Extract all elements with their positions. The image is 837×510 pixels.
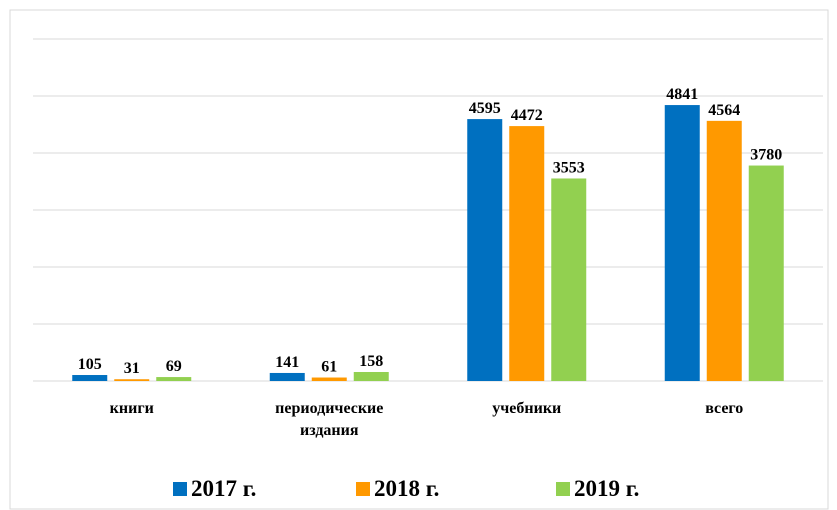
bar (114, 379, 150, 381)
legend-label: 2017 г. (191, 476, 257, 501)
data-label: 4841 (666, 86, 698, 103)
legend-item: 2019 г. (556, 476, 639, 502)
data-label: 61 (321, 359, 337, 376)
legend-swatch (173, 482, 187, 496)
data-label: 141 (275, 354, 299, 371)
data-label: 4564 (708, 102, 740, 119)
data-label: 31 (124, 360, 140, 377)
bar (269, 372, 305, 381)
data-label: 158 (359, 353, 383, 370)
bar (551, 178, 587, 381)
x-tick-label: книги (109, 400, 154, 417)
data-label: 3780 (750, 147, 782, 164)
legend-swatch (556, 482, 570, 496)
chart-border (9, 9, 829, 510)
bar (353, 371, 389, 381)
data-label: 69 (166, 358, 182, 375)
bar (311, 377, 347, 381)
x-tick-label: периодические издания (275, 400, 384, 439)
legend-swatch (356, 482, 370, 496)
data-label: 4595 (469, 100, 501, 117)
data-label: 3553 (553, 159, 585, 176)
x-tick-label: всего (705, 400, 744, 417)
bar (467, 119, 503, 382)
data-label: 4472 (511, 107, 543, 124)
x-tick-label: учебники (492, 400, 562, 417)
legend-label: 2019 г. (574, 476, 640, 501)
bar (664, 105, 700, 382)
data-label: 105 (78, 356, 102, 373)
bar (706, 120, 742, 382)
legend-label: 2018 г. (374, 476, 440, 501)
bar (72, 375, 108, 381)
bar (156, 377, 192, 381)
legend-item: 2017 г. (173, 476, 256, 502)
bar (748, 165, 784, 381)
legend-item: 2018 г. (356, 476, 439, 502)
bar (509, 126, 545, 381)
